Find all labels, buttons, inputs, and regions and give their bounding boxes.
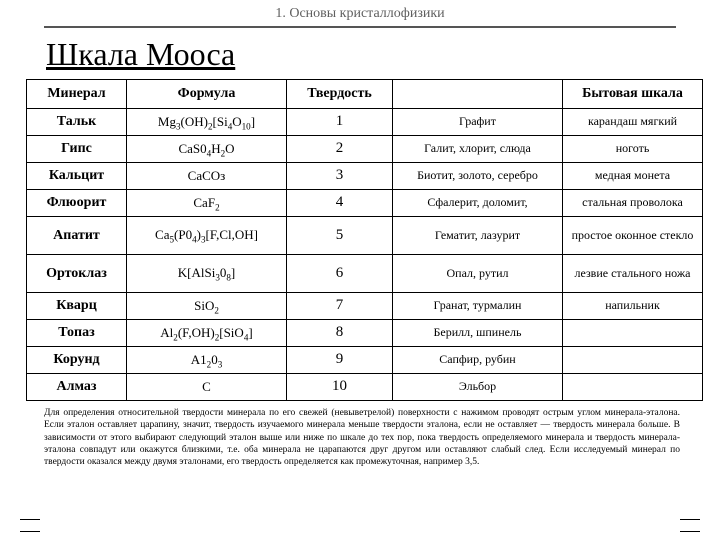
table-cell: 7 bbox=[287, 293, 393, 320]
table-cell: ноготь bbox=[563, 136, 703, 163]
table-cell bbox=[563, 320, 703, 347]
table-cell: K[AlSi308] bbox=[127, 255, 287, 293]
table-cell: 9 bbox=[287, 347, 393, 374]
table-cell: Al2(F,OH)2[SiO4] bbox=[127, 320, 287, 347]
table-cell: Mg3(OH)2[Si4O10] bbox=[127, 109, 287, 136]
table-cell: стальная проволока bbox=[563, 190, 703, 217]
table-cell: Топаз bbox=[27, 320, 127, 347]
table-cell: Флюорит bbox=[27, 190, 127, 217]
table-row: ОртоклазK[AlSi308]6Опал, рутиллезвие ста… bbox=[27, 255, 703, 293]
table-cell: 4 bbox=[287, 190, 393, 217]
page-title: Шкала Мооса bbox=[0, 28, 720, 79]
table-cell: Гранат, турмалин bbox=[393, 293, 563, 320]
table-cell: Ca5(P04)3[F,Cl,OH] bbox=[127, 217, 287, 255]
table-cell: Гематит, лазурит bbox=[393, 217, 563, 255]
table-row: ТалькMg3(OH)2[Si4O10]1Графиткарандаш мяг… bbox=[27, 109, 703, 136]
table-cell: 6 bbox=[287, 255, 393, 293]
table-cell: Берилл, шпинель bbox=[393, 320, 563, 347]
table-row: ГипсCaS04H2O2Галит, хлорит, слюданоготь bbox=[27, 136, 703, 163]
table-row: ТопазAl2(F,OH)2[SiO4]8Берилл, шпинель bbox=[27, 320, 703, 347]
table-cell: Графит bbox=[393, 109, 563, 136]
table-cell: карандаш мягкий bbox=[563, 109, 703, 136]
col-household: Бытовая шкала bbox=[563, 80, 703, 109]
table-row: АпатитCa5(P04)3[F,Cl,OH]5Гематит, лазури… bbox=[27, 217, 703, 255]
corner-tick bbox=[20, 519, 40, 520]
table-cell: простое оконное стекло bbox=[563, 217, 703, 255]
table-cell: CaF2 bbox=[127, 190, 287, 217]
col-formula: Формула bbox=[127, 80, 287, 109]
table-cell: А1203 bbox=[127, 347, 287, 374]
table-cell: С bbox=[127, 374, 287, 401]
table-cell: 2 bbox=[287, 136, 393, 163]
table-cell: 1 bbox=[287, 109, 393, 136]
table-cell bbox=[563, 347, 703, 374]
table-cell: Алмаз bbox=[27, 374, 127, 401]
footnote: Для определения относительной твердости … bbox=[0, 401, 720, 469]
table-cell: Эльбор bbox=[393, 374, 563, 401]
table-cell: Кальцит bbox=[27, 163, 127, 190]
table-cell: напильник bbox=[563, 293, 703, 320]
table-cell: Гипс bbox=[27, 136, 127, 163]
table-cell: СаСОз bbox=[127, 163, 287, 190]
table-cell: CaS04H2O bbox=[127, 136, 287, 163]
table-cell: Ортоклаз bbox=[27, 255, 127, 293]
table-cell: 5 bbox=[287, 217, 393, 255]
table-row: КальцитСаСОз3Биотит, золото, серебромедн… bbox=[27, 163, 703, 190]
col-mineral: Минерал bbox=[27, 80, 127, 109]
mohs-table: Минерал Формула Твердость Бытовая шкала … bbox=[26, 79, 703, 401]
table-cell: Кварц bbox=[27, 293, 127, 320]
table-cell: Галит, хлорит, слюда bbox=[393, 136, 563, 163]
corner-tick bbox=[680, 531, 700, 532]
table-cell: 3 bbox=[287, 163, 393, 190]
table-cell: Опал, рутил bbox=[393, 255, 563, 293]
table-row: КорундА12039Сапфир, рубин bbox=[27, 347, 703, 374]
table-cell: 8 bbox=[287, 320, 393, 347]
table-cell: SiO2 bbox=[127, 293, 287, 320]
table-cell: Апатит bbox=[27, 217, 127, 255]
table-cell bbox=[563, 374, 703, 401]
table-cell: медная монета bbox=[563, 163, 703, 190]
chapter-label: 1. Основы кристаллофизики bbox=[0, 0, 720, 22]
table-row: ФлюоритCaF24Сфалерит, доломит,стальная п… bbox=[27, 190, 703, 217]
table-cell: Тальк bbox=[27, 109, 127, 136]
table-cell: 10 bbox=[287, 374, 393, 401]
table-cell: Сапфир, рубин bbox=[393, 347, 563, 374]
col-examples bbox=[393, 80, 563, 109]
corner-tick bbox=[20, 531, 40, 532]
table-cell: Биотит, золото, серебро bbox=[393, 163, 563, 190]
corner-tick bbox=[680, 519, 700, 520]
table-cell: Корунд bbox=[27, 347, 127, 374]
col-hardness: Твердость bbox=[287, 80, 393, 109]
table-cell: лезвие стального ножа bbox=[563, 255, 703, 293]
table-row: АлмазС10Эльбор bbox=[27, 374, 703, 401]
table-cell: Сфалерит, доломит, bbox=[393, 190, 563, 217]
table-header-row: Минерал Формула Твердость Бытовая шкала bbox=[27, 80, 703, 109]
table-row: КварцSiO27Гранат, турмалиннапильник bbox=[27, 293, 703, 320]
